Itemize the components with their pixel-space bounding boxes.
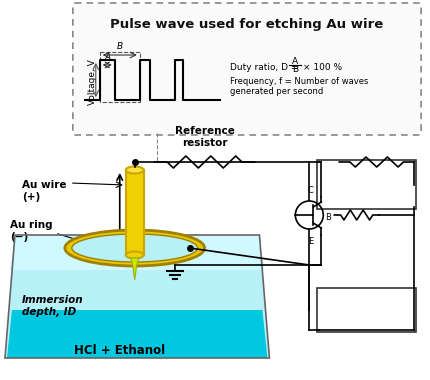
Text: Immersion
depth, ​ID: Immersion depth, ​ID [22, 295, 83, 317]
Text: B: B [117, 42, 123, 51]
Text: E: E [308, 237, 313, 246]
Text: Duty ratio, D =: Duty ratio, D = [230, 63, 301, 73]
Bar [100, 52, 140, 102]
Text: HCl + Ethanol: HCl + Ethanol [74, 344, 165, 356]
Ellipse shape [126, 166, 144, 174]
Polygon shape [7, 310, 267, 358]
Text: DC Power source: DC Power source [316, 181, 416, 191]
Text: Microprocessor: Microprocessor [321, 306, 412, 316]
FancyBboxPatch shape [317, 288, 416, 332]
Text: B: B [292, 65, 298, 73]
Ellipse shape [65, 230, 205, 266]
Text: Voltage, V: Voltage, V [88, 59, 97, 105]
Text: Frequency, f = Number of waves: Frequency, f = Number of waves [230, 78, 368, 87]
Text: B: B [326, 212, 331, 222]
Text: A: A [104, 53, 111, 62]
Text: A: A [292, 57, 298, 66]
Ellipse shape [126, 252, 144, 258]
FancyBboxPatch shape [73, 3, 421, 135]
Text: Au wire
(+): Au wire (+) [22, 180, 67, 202]
Text: Pulse wave used for etching Au wire: Pulse wave used for etching Au wire [110, 18, 383, 31]
Text: C: C [307, 186, 313, 195]
Text: × 100 %: × 100 % [303, 63, 342, 73]
Polygon shape [10, 235, 264, 270]
Polygon shape [5, 235, 270, 358]
Polygon shape [131, 258, 139, 280]
FancyBboxPatch shape [317, 160, 416, 209]
Text: Reference
resistor: Reference resistor [175, 127, 234, 148]
Text: generated per second: generated per second [230, 87, 323, 95]
Bar [126, 170, 144, 255]
Text: Au ring
(−): Au ring (−) [10, 220, 52, 242]
Ellipse shape [72, 234, 197, 262]
